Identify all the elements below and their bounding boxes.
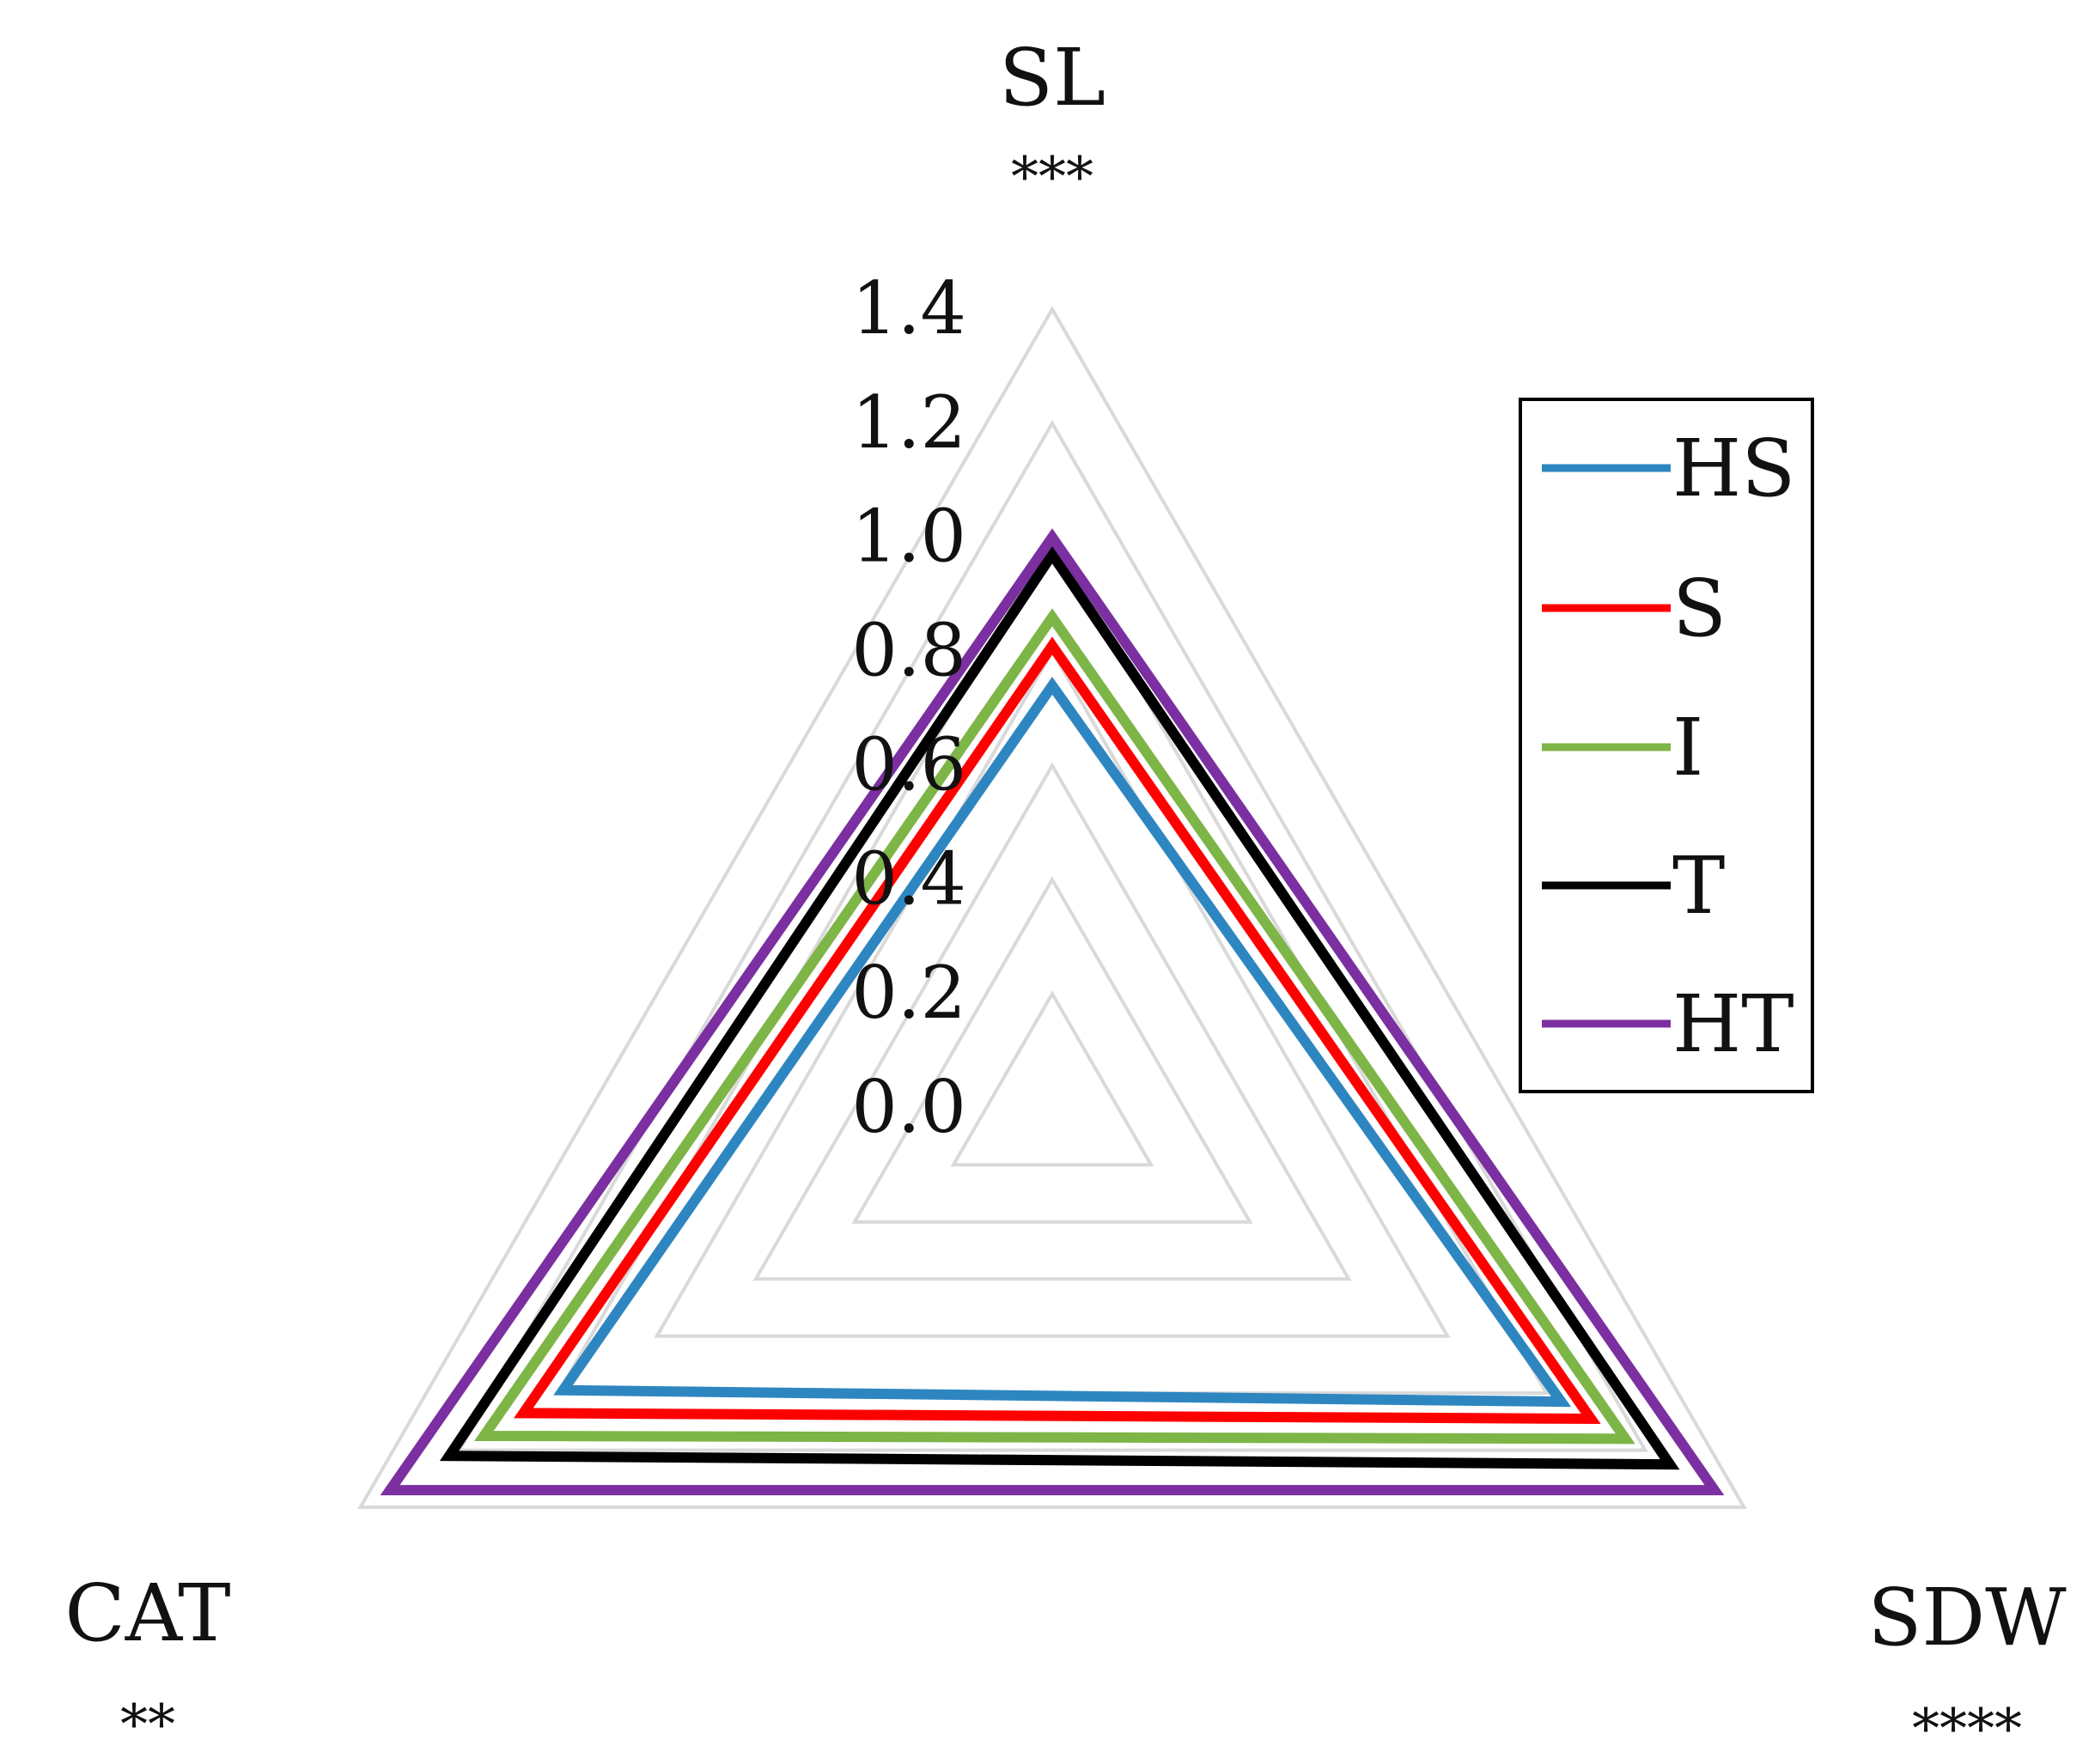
tick-label-0: 0.0 xyxy=(851,1065,966,1149)
tick-label-5: 1.0 xyxy=(851,495,966,579)
series-t xyxy=(439,544,1680,1470)
series-s xyxy=(514,636,1601,1425)
legend-item-ht: HT xyxy=(1542,978,1794,1070)
significance-sdw: **** xyxy=(1912,1698,2022,1761)
axis-label-group-cat: CAT ** xyxy=(64,1567,230,1757)
axis-label-group-sl: SL *** xyxy=(999,32,1105,210)
series-hs xyxy=(553,676,1572,1408)
grid-ring xyxy=(357,305,1747,1509)
tick-label-2: 0.4 xyxy=(851,836,966,921)
legend: HS S I T HT xyxy=(1519,398,1814,1093)
legend-item-i: I xyxy=(1542,702,1703,794)
grid-ring xyxy=(555,533,1550,1396)
axis-label-cat: CAT xyxy=(64,1567,230,1659)
legend-item-s: S xyxy=(1542,563,1727,654)
legend-label-i: I xyxy=(1672,702,1703,794)
radar-series xyxy=(380,528,1725,1496)
grid-ring xyxy=(950,990,1154,1167)
tick-label-3: 0.6 xyxy=(851,722,966,806)
axis-label-sl: SL xyxy=(999,32,1105,124)
tick-label-6: 1.2 xyxy=(851,380,966,465)
grid-ring xyxy=(456,419,1648,1452)
legend-item-hs: HS xyxy=(1542,423,1795,514)
grid-ring xyxy=(752,762,1352,1281)
legend-label-hs: HS xyxy=(1672,423,1795,514)
radial-tick-labels: 0.0 0.2 0.4 0.6 0.8 1.0 1.2 1.4 xyxy=(851,266,966,1149)
tick-label-7: 1.4 xyxy=(851,266,966,350)
legend-item-t: T xyxy=(1542,840,1725,932)
series-ht xyxy=(380,528,1725,1496)
grid-ring xyxy=(851,876,1253,1224)
legend-label-ht: HT xyxy=(1672,978,1794,1070)
axis-label-group-sdw: SDW **** xyxy=(1867,1572,2067,1761)
grid-ring xyxy=(654,648,1451,1338)
tick-label-4: 0.8 xyxy=(851,609,966,693)
significance-sl: *** xyxy=(1011,146,1093,210)
tick-label-1: 0.2 xyxy=(851,951,966,1035)
significance-cat: ** xyxy=(120,1694,175,1757)
legend-label-t: T xyxy=(1672,840,1725,932)
legend-label-s: S xyxy=(1672,563,1727,654)
series-i xyxy=(473,608,1635,1445)
axis-label-sdw: SDW xyxy=(1867,1572,2067,1664)
